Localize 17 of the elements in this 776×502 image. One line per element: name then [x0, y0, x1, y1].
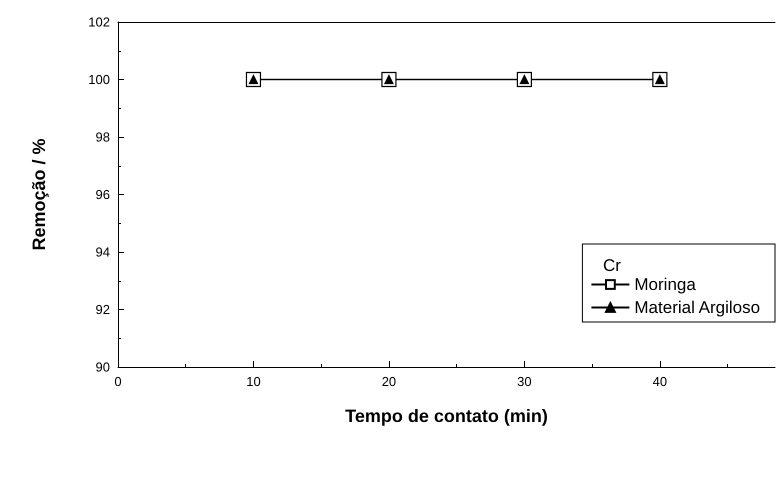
- x-tick-label: 20: [382, 374, 396, 389]
- y-tick-label: 92: [96, 302, 110, 317]
- x-tick-label: 40: [652, 374, 668, 389]
- x-tick-label: 30: [517, 374, 532, 389]
- x-tick-label: 10: [246, 374, 261, 389]
- y-axis-title: Remoção / %: [29, 138, 49, 251]
- y-tick-label: 94: [96, 244, 110, 260]
- legend-label: Moringa: [634, 275, 696, 294]
- legend-title: Cr: [603, 256, 622, 275]
- y-tick-label: 100: [88, 72, 110, 87]
- x-tick-label: 0: [114, 374, 122, 389]
- y-tick-label: 102: [88, 14, 110, 30]
- y-tick-label: 90: [96, 360, 110, 374]
- y-tick-label: 96: [96, 187, 110, 202]
- y-tick-label: 98: [96, 130, 110, 144]
- legend-label: Material Argiloso: [634, 298, 760, 317]
- x-axis-title: Tempo de contato (min): [345, 406, 548, 426]
